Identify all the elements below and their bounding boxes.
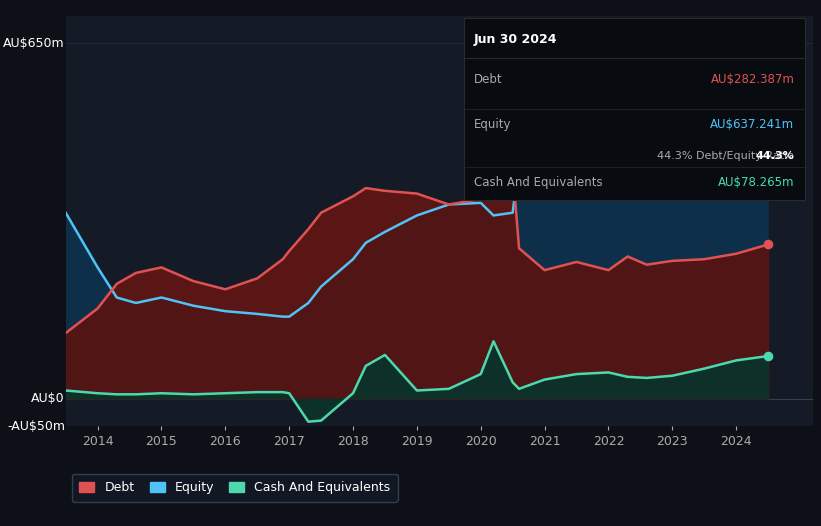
Text: Debt: Debt (474, 73, 502, 86)
Text: Cash And Equivalents: Cash And Equivalents (474, 176, 603, 189)
Text: -AU$50m: -AU$50m (7, 420, 65, 432)
Text: Equity: Equity (474, 118, 511, 131)
Point (762, 352, 775, 360)
Text: AU$637.241m: AU$637.241m (710, 118, 795, 131)
Legend: Debt, Equity, Cash And Equivalents: Debt, Equity, Cash And Equivalents (72, 474, 397, 502)
Point (762, 240, 775, 249)
Text: 44.3%: 44.3% (755, 151, 795, 161)
Text: AU$282.387m: AU$282.387m (710, 73, 795, 86)
Text: AU$650m: AU$650m (3, 37, 65, 49)
Text: 44.3% Debt/Equity Ratio: 44.3% Debt/Equity Ratio (658, 151, 795, 161)
Point (762, 46, 775, 55)
Text: Jun 30 2024: Jun 30 2024 (474, 33, 557, 46)
Text: AU$0: AU$0 (31, 392, 65, 405)
Text: AU$78.265m: AU$78.265m (718, 176, 795, 189)
